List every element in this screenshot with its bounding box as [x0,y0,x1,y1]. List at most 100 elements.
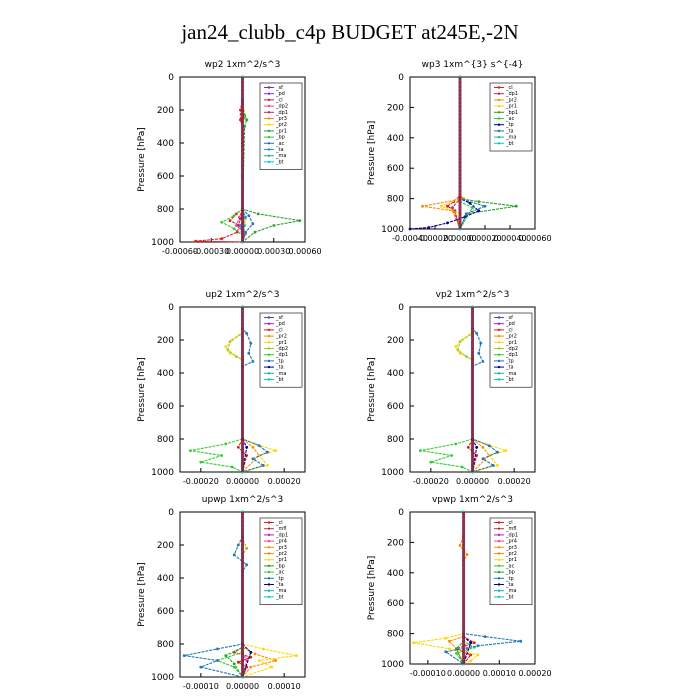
legend-box [489,517,533,605]
y-tick-label: 800 [387,195,404,205]
data-point [244,230,247,234]
y-tick-label: 0 [168,73,174,83]
chart-panel-up2: up2 1xm^2/s^3 0 200 400 600 800 1000 -0.00020 0.… [137,290,306,485]
y-tick-label: 0 [168,303,174,313]
legend-entry: _pr2 [275,122,287,128]
data-point [251,445,255,449]
data-point [270,665,274,669]
legend-marker [497,316,501,319]
data-point [439,204,443,208]
legend-marker [497,328,501,332]
legend-marker [497,135,501,139]
y-tick-label: 800 [157,205,174,215]
legend-box [489,312,533,388]
data-point [232,553,236,557]
legend-marker [267,372,271,375]
y-axis-label: Pressure [hPa] [137,357,147,422]
legend-marker [497,359,501,363]
legend-marker [267,589,271,592]
data-point [475,445,479,449]
series-line [459,77,474,230]
y-tick-label: 800 [387,435,404,445]
y-tick-label: 200 [157,336,174,346]
legend-marker [267,148,271,151]
legend-marker [497,552,501,555]
legend-marker [267,583,271,586]
data-point [472,641,476,645]
y-tick-label: 200 [387,336,404,346]
y-tick-label: 400 [387,369,404,379]
legend-entry: _bp [505,570,515,576]
y-tick-label: 1000 [151,238,174,248]
legend-marker [497,527,501,530]
plot-frame [409,76,536,230]
y-tick-label: 400 [387,134,404,144]
data-point [224,442,228,446]
data-point [444,636,448,640]
y-tick-label: 200 [387,538,404,548]
legend-entry: _ma [275,588,286,594]
legend-marker [267,117,271,120]
y-tick-label: 0 [398,73,404,83]
data-point [228,219,232,223]
data-point [421,204,424,208]
legend-entry: _pr1 [505,557,517,563]
legend-entry: _ma [505,135,516,141]
y-tick-label: 0 [398,303,404,313]
legend-entry: _dp1 [505,532,518,538]
x-tick-label: 0.00040 [493,234,526,243]
data-point [496,464,499,467]
legend-entry: _pr4 [275,539,287,545]
y-tick-label: 200 [387,103,404,113]
x-tick-label: 0.00030 [257,247,290,255]
data-point [253,652,257,656]
x-tick-label: -0.00010 [410,669,446,678]
data-point [483,204,487,208]
series-line [422,77,466,230]
legend-entry: _pr4 [505,539,517,545]
legend-entry: _ta [505,365,514,371]
data-point [464,212,468,216]
legend-marker [267,92,271,95]
x-tick-label: 0.00060 [518,234,551,243]
legend-marker [497,353,501,356]
chart-panel-upwp: upwp 1xm^2/s^3 0 200 400 600 800 1000 -0.00010 0… [137,495,306,690]
legend-entry: _dp1 [505,91,518,97]
data-point [458,544,462,547]
legend-entry: _bp1 [505,110,518,116]
legend-marker [267,129,271,133]
data-point [216,647,219,651]
legend-marker [497,111,501,114]
data-point [504,449,508,452]
data-point [234,224,238,227]
legend-marker [497,117,501,120]
legend-entry: _pr3 [275,116,287,122]
y-tick-label: 1000 [381,660,404,670]
y-axis-label: Pressure [hPa] [137,127,147,192]
legend-entry: _bt [505,594,514,600]
data-point [450,454,454,457]
data-point [244,215,247,219]
y-tick-label: 600 [157,607,174,617]
legend-marker [497,589,501,592]
legend-entry: _sf [275,315,283,321]
data-point [491,464,495,467]
legend-marker [267,365,271,369]
data-point [468,201,472,205]
data-point [483,635,487,638]
legend-marker [497,347,501,350]
data-point [232,227,236,231]
legend-entry: _cl [505,85,513,91]
x-tick-label: 0.00020 [268,477,301,485]
data-point [224,654,228,657]
legend-box [259,82,303,170]
legend-entry: _mfl [505,526,517,532]
chart-title: upwp 1xm^2/s^3 [202,495,283,505]
data-point [220,237,224,241]
data-point [245,546,249,550]
x-tick-label: 0.00020 [468,234,501,243]
chart-panel-wp2: wp2 1xm^2/s^3 0 200 400 600 800 1000-0.00060-0… [137,60,322,255]
data-point [460,465,464,469]
data-point [251,360,255,363]
legend-marker [267,123,271,126]
